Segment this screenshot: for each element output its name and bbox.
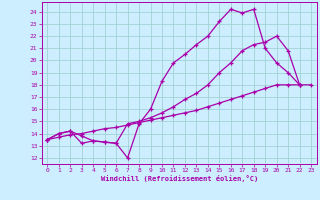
X-axis label: Windchill (Refroidissement éolien,°C): Windchill (Refroidissement éolien,°C) <box>100 175 258 182</box>
